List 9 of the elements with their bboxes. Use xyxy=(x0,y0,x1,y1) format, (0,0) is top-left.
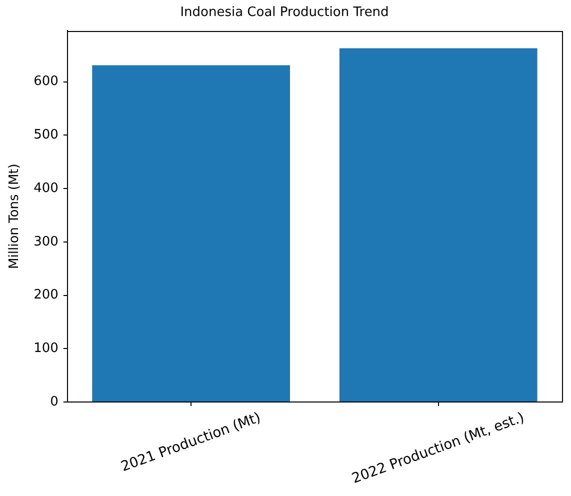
y-tick-label: 500 xyxy=(34,128,58,143)
y-tick-label: 300 xyxy=(34,234,58,250)
chart-title: Indonesia Coal Production Trend xyxy=(180,5,389,20)
y-tick-label: 0 xyxy=(50,394,58,410)
y-tick-label: 200 xyxy=(34,288,58,303)
y-tick-label: 400 xyxy=(34,180,58,196)
y-tick-label: 100 xyxy=(34,341,58,356)
y-axis-title: Million Tons (Mt) xyxy=(7,164,22,269)
y-tick-label: 600 xyxy=(34,74,58,90)
